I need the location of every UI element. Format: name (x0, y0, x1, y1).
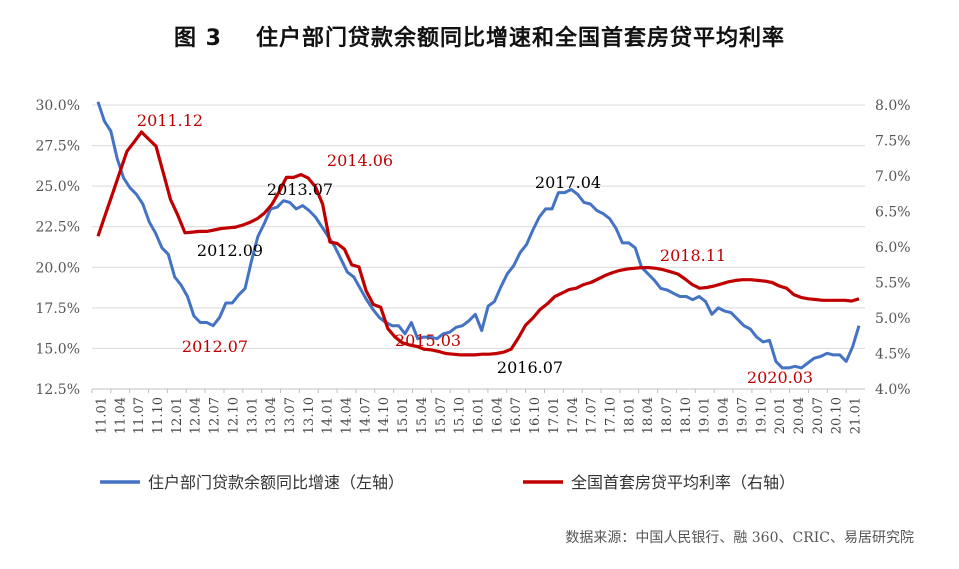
annotation-label: 2018.11 (660, 246, 726, 265)
x-axis-tick-label: 20.10 (830, 397, 845, 434)
x-axis-tick-label: 15.01 (396, 397, 411, 434)
left-axis-tick-label: 17.5% (36, 301, 80, 317)
x-axis-tick-label: 20.04 (792, 397, 807, 434)
data-source-note: 数据来源：中国人民银行、融 360、CRIC、易居研究院 (565, 530, 914, 546)
x-axis-tick-label: 20.01 (773, 397, 788, 434)
x-axis-tick-label: 14.07 (358, 397, 373, 434)
x-axis-tick-label: 11.01 (94, 397, 109, 434)
left-axis-tick-label: 20.0% (36, 260, 80, 276)
series-line-household-loan-growth (96, 101, 861, 370)
x-axis-tick-label: 16.04 (490, 397, 505, 434)
left-axis-tick-label: 27.5% (36, 139, 80, 155)
x-axis-tick-label: 15.04 (415, 397, 430, 434)
x-axis-tick-label: 14.01 (321, 397, 336, 434)
x-axis-tick-label: 16.01 (472, 397, 487, 434)
left-axis-tick-label: 22.5% (36, 220, 80, 236)
x-axis-tick-label: 11.07 (132, 397, 147, 434)
x-axis-tick-label: 12.07 (208, 397, 223, 434)
x-axis-tick-label: 12.04 (189, 397, 204, 434)
annotation-label: 2013.07 (267, 180, 333, 199)
x-axis-tick-label: 18.07 (660, 397, 675, 434)
x-axis-tick-label: 15.10 (453, 397, 468, 434)
x-axis-tick-label: 17.01 (547, 397, 562, 434)
right-axis-tick-label: 4.5% (875, 347, 911, 363)
x-axis-tick-label: 17.07 (585, 397, 600, 434)
right-axis-tick-label: 5.5% (875, 276, 911, 292)
x-axis-tick-label: 13.07 (283, 397, 298, 434)
x-axis-tick-label: 13.01 (245, 397, 260, 434)
x-axis-tick-label: 17.04 (566, 397, 581, 434)
left-axis-tick-label: 30.0% (36, 98, 80, 114)
legend-label: 住户部门贷款余额同比增速（左轴） (148, 473, 404, 492)
annotation-label: 2011.12 (137, 111, 203, 130)
right-axis-tick-label: 6.5% (875, 205, 911, 221)
x-axis-tick-label: 13.10 (302, 397, 317, 434)
x-axis-tick-label: 12.01 (170, 397, 185, 434)
right-axis-tick-label: 7.0% (875, 169, 911, 185)
annotation-label: 2016.07 (497, 358, 563, 377)
x-axis-tick-label: 14.10 (377, 397, 392, 434)
x-axis-tick-label: 14.04 (340, 397, 355, 434)
x-axis-tick-label: 18.10 (679, 397, 694, 434)
chart-title: 图 3 住户部门贷款余额同比增速和全国首套房贷平均利率 (0, 20, 959, 52)
x-axis-tick-label: 13.04 (264, 397, 279, 434)
x-axis-tick-label: 17.10 (603, 397, 618, 434)
right-axis-tick-label: 4.0% (875, 382, 911, 398)
figure-label: 图 3 (174, 26, 222, 51)
left-axis-tick-label: 12.5% (36, 382, 80, 398)
x-axis-tick-label: 18.01 (622, 397, 637, 434)
x-axis-tick-label: 19.04 (717, 397, 732, 434)
series-line-first-home-mortgage-rate (96, 130, 860, 357)
x-axis-tick-label: 20.07 (811, 397, 826, 434)
x-axis-tick-label: 18.04 (641, 397, 656, 434)
left-axis-tick-label: 25.0% (36, 179, 80, 195)
x-axis-tick-label: 19.07 (735, 397, 750, 434)
annotation-label: 2012.09 (197, 241, 263, 260)
annotation-label: 2015.03 (395, 331, 461, 350)
x-axis-tick-label: 21.01 (849, 397, 864, 434)
annotation-label: 2020.03 (747, 368, 813, 387)
annotation-label: 2012.07 (182, 337, 248, 356)
x-axis-tick-label: 15.07 (434, 397, 449, 434)
x-axis-tick-label: 11.10 (151, 397, 166, 434)
annotation-label: 2017.04 (535, 173, 601, 192)
right-axis-tick-label: 5.0% (875, 311, 911, 327)
x-axis-tick-label: 19.01 (698, 397, 713, 434)
x-axis-tick-label: 16.10 (528, 397, 543, 434)
right-axis-tick-label: 6.0% (875, 240, 911, 256)
left-axis-tick-label: 15.0% (36, 341, 80, 357)
x-axis-tick-label: 11.04 (113, 397, 128, 434)
figure-title-text: 住户部门贷款余额同比增速和全国首套房贷平均利率 (255, 26, 785, 51)
x-axis-tick-label: 12.10 (226, 397, 241, 434)
right-axis-tick-label: 8.0% (875, 98, 911, 114)
annotation-label: 2014.06 (327, 151, 393, 170)
x-axis-tick-label: 19.10 (754, 397, 769, 434)
legend-label: 全国首套房贷平均利率（右轴） (571, 473, 795, 492)
x-axis-tick-label: 16.07 (509, 397, 524, 434)
right-axis-tick-label: 7.5% (875, 134, 911, 150)
